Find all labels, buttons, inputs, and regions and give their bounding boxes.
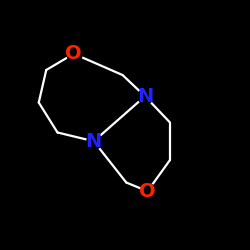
Text: O: O xyxy=(139,182,156,201)
Text: N: N xyxy=(86,132,102,151)
Text: O: O xyxy=(66,44,82,63)
Text: N: N xyxy=(137,87,153,106)
